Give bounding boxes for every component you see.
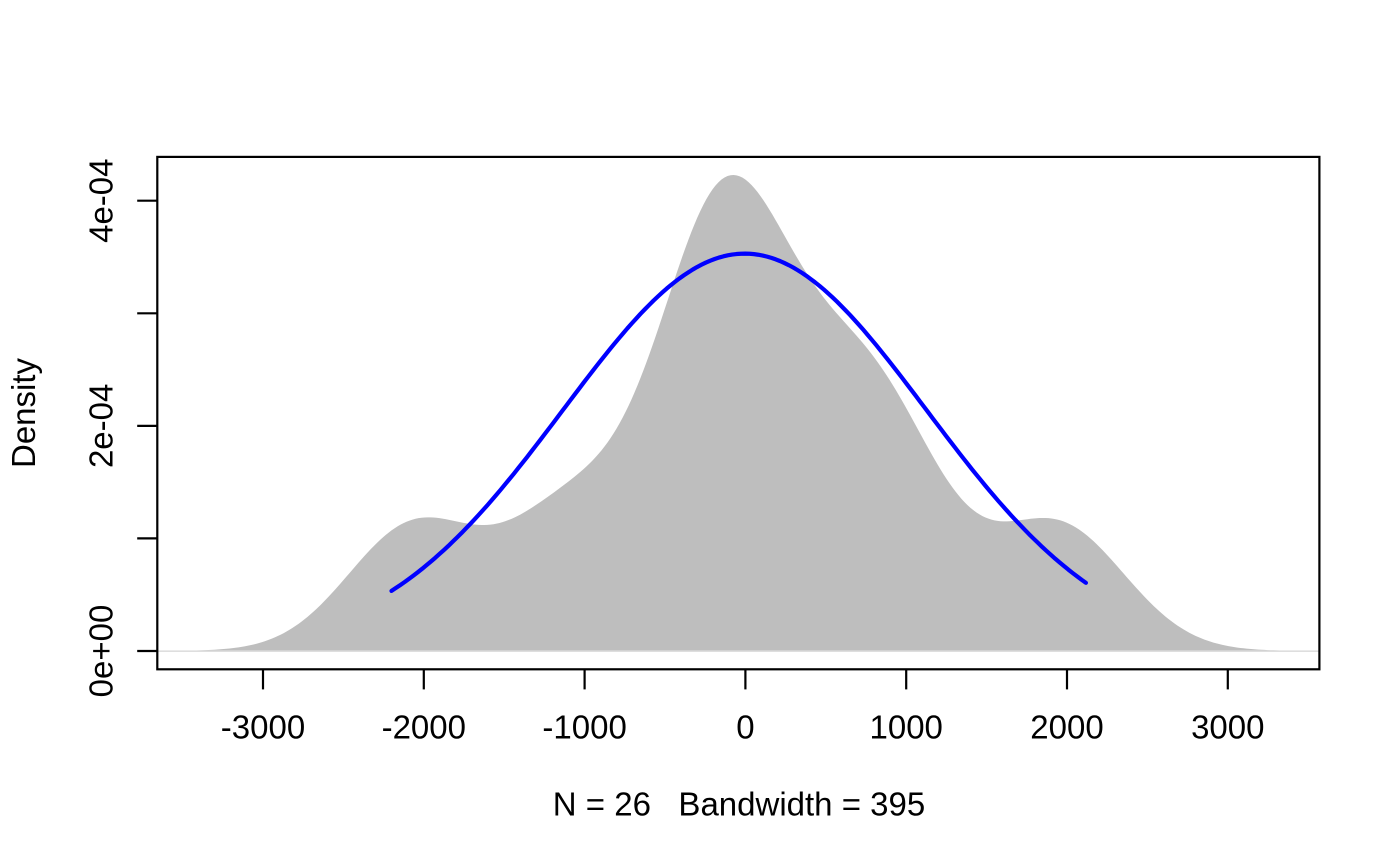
svg-text:N = 26 Bandwidth = 395: N = 26 Bandwidth = 395 xyxy=(553,786,925,823)
svg-text:-3000: -3000 xyxy=(221,709,305,746)
svg-text:1000: 1000 xyxy=(869,709,942,746)
svg-text:-2000: -2000 xyxy=(382,709,466,746)
svg-text:2000: 2000 xyxy=(1030,709,1103,746)
svg-text:2e-04: 2e-04 xyxy=(83,384,120,468)
svg-text:3000: 3000 xyxy=(1191,709,1264,746)
svg-text:Density: Density xyxy=(5,357,42,468)
svg-text:0: 0 xyxy=(736,709,754,746)
svg-text:0e+00: 0e+00 xyxy=(83,605,120,698)
svg-text:4e-04: 4e-04 xyxy=(83,158,120,242)
svg-text:-1000: -1000 xyxy=(542,709,626,746)
